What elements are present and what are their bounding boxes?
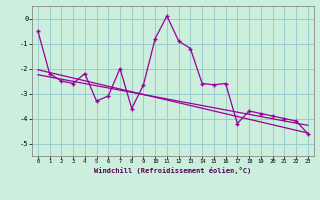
X-axis label: Windchill (Refroidissement éolien,°C): Windchill (Refroidissement éolien,°C) [94, 167, 252, 174]
